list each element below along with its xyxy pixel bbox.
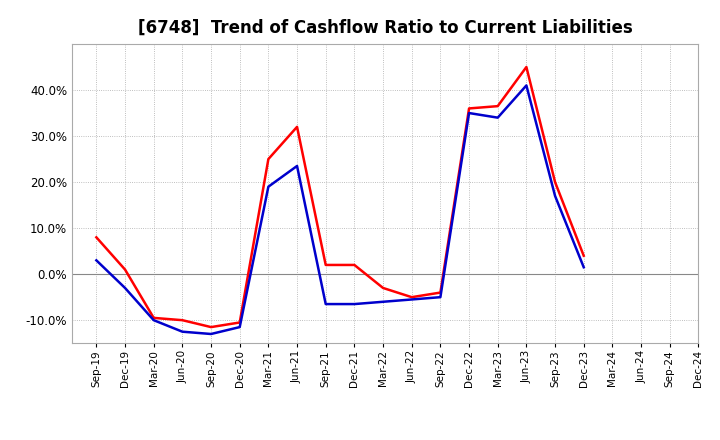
Free CF to Current Liabilities bbox=[408, 297, 416, 302]
Operating CF to Current Liabilities bbox=[235, 320, 244, 325]
Operating CF to Current Liabilities bbox=[551, 180, 559, 185]
Operating CF to Current Liabilities bbox=[350, 262, 359, 268]
Operating CF to Current Liabilities bbox=[264, 157, 273, 162]
Operating CF to Current Liabilities bbox=[493, 103, 502, 109]
Operating CF to Current Liabilities bbox=[207, 324, 215, 330]
Free CF to Current Liabilities bbox=[464, 110, 473, 116]
Free CF to Current Liabilities bbox=[580, 264, 588, 270]
Operating CF to Current Liabilities bbox=[522, 64, 531, 70]
Operating CF to Current Liabilities bbox=[321, 262, 330, 268]
Operating CF to Current Liabilities bbox=[464, 106, 473, 111]
Operating CF to Current Liabilities bbox=[436, 290, 445, 295]
Free CF to Current Liabilities bbox=[178, 329, 186, 334]
Operating CF to Current Liabilities bbox=[149, 315, 158, 320]
Free CF to Current Liabilities bbox=[379, 299, 387, 304]
Free CF to Current Liabilities bbox=[264, 184, 273, 189]
Free CF to Current Liabilities bbox=[293, 163, 302, 169]
Free CF to Current Liabilities bbox=[436, 294, 445, 300]
Free CF to Current Liabilities bbox=[522, 83, 531, 88]
Operating CF to Current Liabilities bbox=[92, 235, 101, 240]
Free CF to Current Liabilities bbox=[235, 324, 244, 330]
Free CF to Current Liabilities bbox=[321, 301, 330, 307]
Operating CF to Current Liabilities bbox=[379, 285, 387, 290]
Free CF to Current Liabilities bbox=[149, 318, 158, 323]
Free CF to Current Liabilities bbox=[350, 301, 359, 307]
Operating CF to Current Liabilities bbox=[580, 253, 588, 258]
Title: [6748]  Trend of Cashflow Ratio to Current Liabilities: [6748] Trend of Cashflow Ratio to Curren… bbox=[138, 19, 633, 37]
Operating CF to Current Liabilities bbox=[121, 267, 130, 272]
Operating CF to Current Liabilities bbox=[178, 318, 186, 323]
Free CF to Current Liabilities bbox=[551, 193, 559, 198]
Operating CF to Current Liabilities bbox=[408, 294, 416, 300]
Operating CF to Current Liabilities bbox=[293, 124, 302, 129]
Free CF to Current Liabilities bbox=[121, 285, 130, 290]
Free CF to Current Liabilities bbox=[207, 331, 215, 337]
Free CF to Current Liabilities bbox=[493, 115, 502, 120]
Line: Free CF to Current Liabilities: Free CF to Current Liabilities bbox=[96, 85, 584, 334]
Line: Operating CF to Current Liabilities: Operating CF to Current Liabilities bbox=[96, 67, 584, 327]
Free CF to Current Liabilities bbox=[92, 258, 101, 263]
